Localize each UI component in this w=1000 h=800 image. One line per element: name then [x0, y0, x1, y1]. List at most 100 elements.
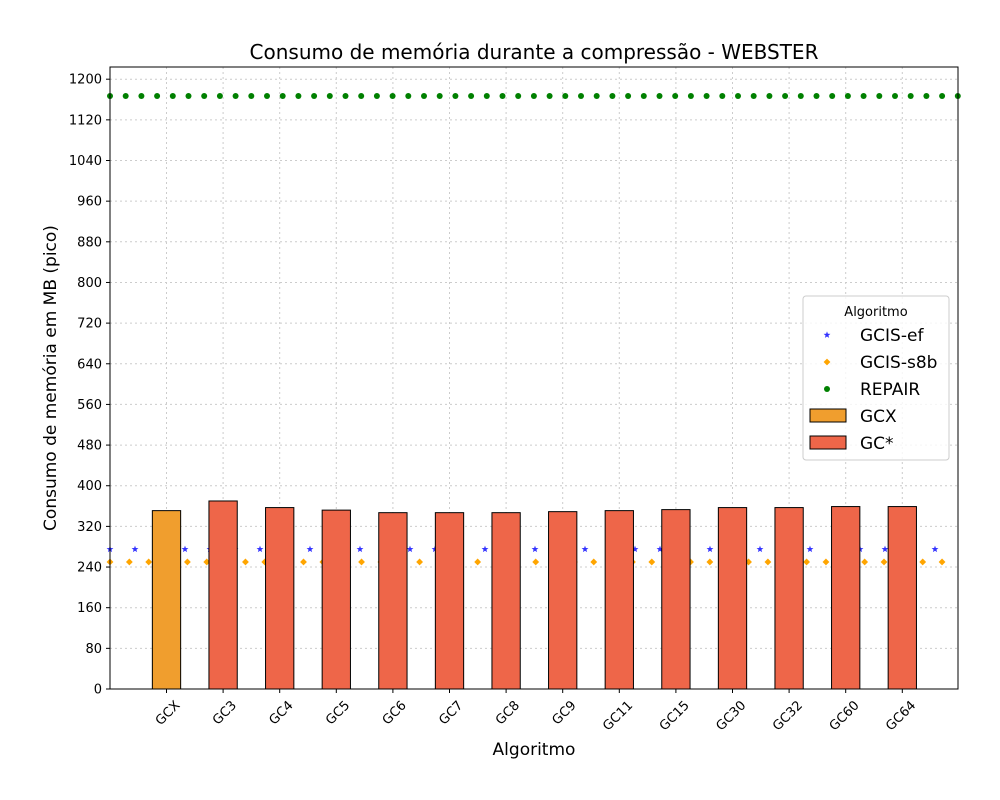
repair-marker [468, 92, 475, 99]
y-axis-label: Consumo de memória em MB (pico) [41, 225, 61, 531]
x-tick-label: GC9 [550, 698, 580, 728]
repair-marker [562, 92, 569, 99]
repair-marker [358, 92, 365, 99]
gcis-ef-marker [656, 545, 664, 553]
y-tick-label: 320 [77, 520, 102, 535]
repair-marker [672, 92, 679, 99]
x-tick-label: GC32 [770, 698, 806, 734]
repair-marker [907, 92, 914, 99]
plot-frame [109, 66, 959, 690]
repair-marker [138, 92, 145, 99]
legend-label: GCIS-s8b [860, 353, 937, 373]
legend-title: Algoritmo [844, 305, 907, 320]
gcis-ef-marker [306, 545, 314, 553]
bar-gc64 [887, 506, 917, 690]
gcis-ef-marker [706, 545, 714, 553]
legend-label: GCIS-ef [860, 326, 924, 346]
y-tick-label: 880 [77, 235, 102, 250]
repair-marker [201, 92, 208, 99]
y-tick-label: 0 [94, 683, 102, 698]
repair-marker [248, 92, 255, 99]
repair-marker [436, 92, 443, 99]
repair-marker [264, 92, 270, 99]
legend: Algoritmo GCIS-ef GCIS-s8b REPAIR GCX GC* [802, 295, 950, 461]
repair-marker [578, 92, 584, 99]
legend-entry-gcis-s8b: GCIS-s8b [823, 353, 937, 373]
bar-gc32 [774, 507, 804, 690]
repair-marker [640, 92, 647, 99]
legend-swatch [809, 408, 847, 423]
y-tick-label: 80 [85, 642, 102, 657]
gcis-s8b-marker [474, 558, 482, 566]
repair-marker [515, 92, 522, 99]
gcis-s8b-marker [300, 558, 307, 566]
repair-marker [750, 92, 757, 99]
bar-gc3 [208, 500, 238, 690]
y-tick-label: 1040 [69, 154, 102, 169]
repair-marker [703, 92, 710, 99]
repair-marker [483, 92, 490, 99]
gcis-ef-marker [531, 545, 539, 553]
bar-gc4 [265, 507, 295, 690]
gcis-s8b-marker [648, 558, 656, 566]
bar-gc15 [661, 509, 691, 690]
repair-marker [342, 92, 349, 99]
bar-gc8 [491, 512, 521, 690]
gcis-ef-marker [631, 545, 639, 553]
gcis-ef-marker [806, 545, 814, 553]
repair-marker [829, 92, 836, 99]
repair-marker [499, 92, 506, 99]
x-tick-label: GC64 [883, 698, 919, 734]
repair-marker [154, 92, 161, 99]
gcis-ef-marker [756, 545, 764, 553]
bar-gc30 [717, 507, 748, 690]
legend-entry-repair: REPAIR [824, 380, 920, 400]
gcis-s8b-marker [590, 558, 598, 566]
repair-marker [782, 92, 789, 99]
bar-gc11 [604, 510, 634, 690]
bar-gc6 [378, 512, 408, 690]
y-tick-label: 1120 [69, 113, 102, 128]
repair-marker [326, 92, 333, 99]
repair-marker [844, 92, 851, 99]
repair-marker [625, 92, 632, 99]
gcis-s8b-marker [880, 558, 888, 566]
y-tick-label: 560 [77, 398, 102, 413]
gcis-s8b-marker [125, 558, 133, 566]
gcis-ef-marker [181, 545, 189, 553]
legend-entry-gcis-ef: GCIS-ef [823, 326, 924, 346]
legend-entry-gcx: GCX [809, 407, 897, 427]
repair-marker [122, 92, 129, 99]
repair-marker [719, 92, 726, 99]
gcis-ef-marker [256, 545, 264, 553]
repair-marker [687, 92, 694, 99]
repair-marker [311, 92, 318, 99]
y-tick-label: 960 [77, 195, 102, 210]
x-axis-label: Algoritmo [493, 740, 576, 760]
bar-gc5 [321, 509, 351, 690]
repair-marker [232, 92, 239, 99]
y-tick-label: 720 [77, 317, 102, 332]
repair-marker [185, 92, 192, 99]
gcis-s8b-marker [242, 558, 249, 566]
y-tick-label: 480 [77, 439, 102, 454]
gcis-s8b-marker [861, 558, 869, 566]
legend-entries: GCIS-ef GCIS-s8b REPAIR GCX GC* [809, 326, 937, 454]
repair-marker [797, 92, 804, 99]
chart-title: Consumo de memória durante a compressão … [250, 40, 819, 64]
repair-marker [169, 92, 176, 99]
x-tick-label: GC30 [713, 698, 749, 734]
repair-marker [546, 92, 553, 99]
bar-gc9 [548, 511, 578, 690]
repair-marker [530, 92, 537, 99]
legend-label: GC* [860, 434, 894, 454]
gcis-s8b-marker [358, 558, 365, 566]
repair-marker [876, 92, 883, 99]
repair-marker [923, 92, 930, 99]
repair-marker [452, 92, 459, 99]
gcis-ef-marker [406, 545, 414, 553]
bar-gc60 [831, 506, 861, 690]
repair-marker [295, 92, 302, 99]
x-tick-label: GC5 [323, 698, 353, 728]
repair-marker [860, 92, 867, 99]
